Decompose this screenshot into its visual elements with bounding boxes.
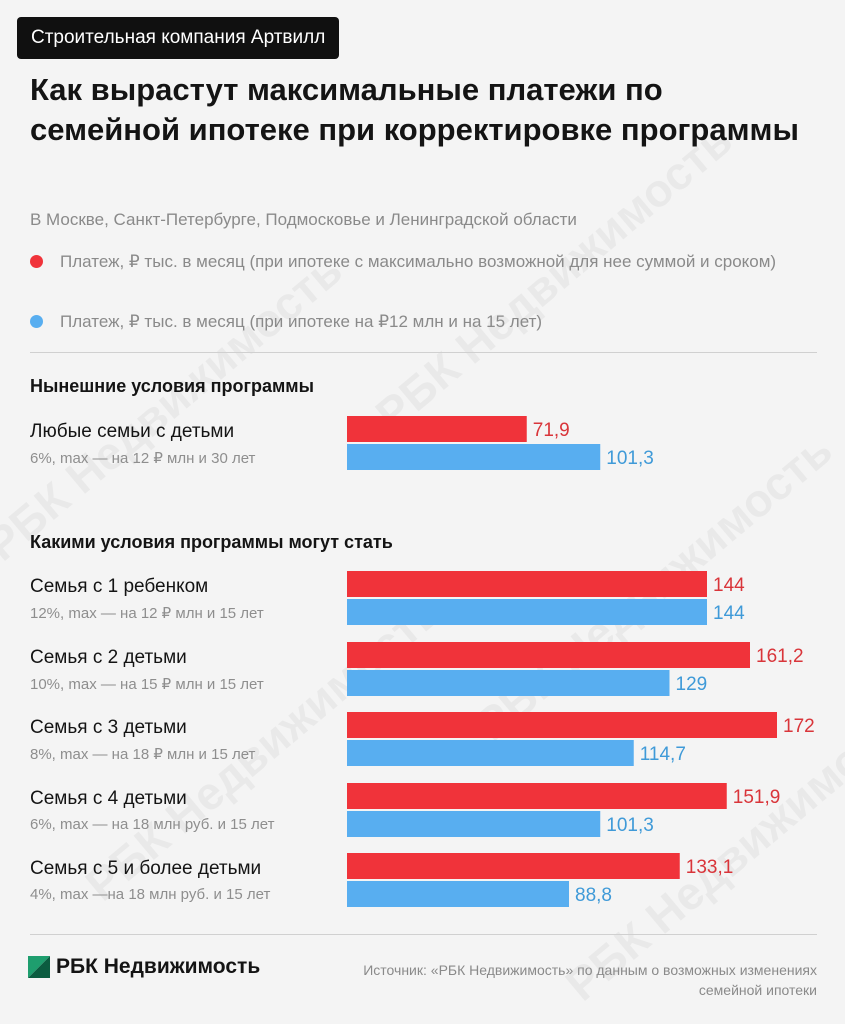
bar-value-label: 129: [676, 674, 708, 695]
bar-red: [347, 783, 727, 809]
rbc-logo-icon: [28, 956, 50, 978]
divider: [30, 934, 817, 935]
row-label: Семья с 1 ребенком: [30, 576, 209, 597]
row-sub: 4%, max —на 18 млн руб. и 15 лет: [30, 886, 271, 903]
legend-dot-red: [30, 255, 43, 268]
bar-value-label: 133,1: [686, 857, 734, 878]
row-label: Семья с 2 детьми: [30, 647, 187, 668]
row-label: Любые семьи с детьми: [30, 421, 235, 442]
bar-value-label: 151,9: [733, 787, 781, 808]
bar-value-label: 172: [783, 716, 815, 737]
bar-blue: [347, 444, 601, 470]
divider: [30, 352, 817, 353]
bar-blue: [347, 599, 707, 625]
legend-item-blue: Платеж, ₽ тыс. в месяц (при ипотеке на ₽…: [30, 309, 820, 334]
bar-value-label: 161,2: [756, 646, 804, 667]
row-sub: 6%, max — на 12 ₽ млн и 30 лет: [30, 450, 256, 467]
bar-value-label: 101,3: [606, 815, 654, 836]
section-title-current: Нынешние условия программы: [30, 376, 314, 396]
bar-blue: [347, 740, 634, 766]
row-sub: 6%, max — на 18 млн руб. и 15 лет: [30, 816, 275, 833]
legend-label: Платеж, ₽ тыс. в месяц (при ипотеке на ₽…: [60, 312, 543, 331]
row-label: Семья с 5 и более детьми: [30, 858, 262, 879]
bar-blue: [347, 881, 569, 907]
page-title: Как вырастут максимальные платежи по сем…: [30, 72, 799, 147]
bar-value-label: 71,9: [533, 420, 570, 441]
bar-value-label: 101,3: [606, 448, 654, 469]
company-badge: Строительная компания Артвилл: [17, 17, 340, 59]
row-label: Семья с 3 детьми: [30, 717, 187, 738]
legend-item-red: Платеж, ₽ тыс. в месяц (при ипотеке с ма…: [30, 249, 820, 274]
bar-red: [347, 416, 527, 442]
row-label: Семья с 4 детьми: [30, 788, 187, 809]
bar-blue: [347, 670, 670, 696]
bar-red: [347, 712, 777, 738]
legend-dot-blue: [30, 315, 43, 328]
bar-value-label: 114,7: [640, 744, 686, 765]
bar-value-label: 144: [713, 575, 745, 596]
row-sub: 8%, max — на 18 ₽ млн и 15 лет: [30, 746, 256, 763]
section-title-future: Какими условия программы могут стать: [30, 532, 393, 552]
page-subtitle: В Москве, Санкт-Петербурге, Подмосковье …: [30, 210, 577, 229]
row-sub: 12%, max — на 12 ₽ млн и 15 лет: [30, 605, 264, 622]
source-note: Источник: «РБК Недвижимость» по данным о…: [363, 962, 817, 998]
bar-red: [347, 642, 750, 668]
rbc-logo: РБК Недвижимость: [28, 955, 260, 979]
bar-value-label: 88,8: [575, 885, 612, 906]
bar-red: [347, 853, 680, 879]
row-sub: 10%, max — на 15 ₽ млн и 15 лет: [30, 676, 264, 693]
bar-red: [347, 571, 707, 597]
legend-label: Платеж, ₽ тыс. в месяц (при ипотеке с ма…: [60, 252, 777, 271]
logo-text: РБК Недвижимость: [56, 955, 261, 978]
bar-blue: [347, 811, 601, 837]
bar-value-label: 144: [713, 603, 745, 624]
